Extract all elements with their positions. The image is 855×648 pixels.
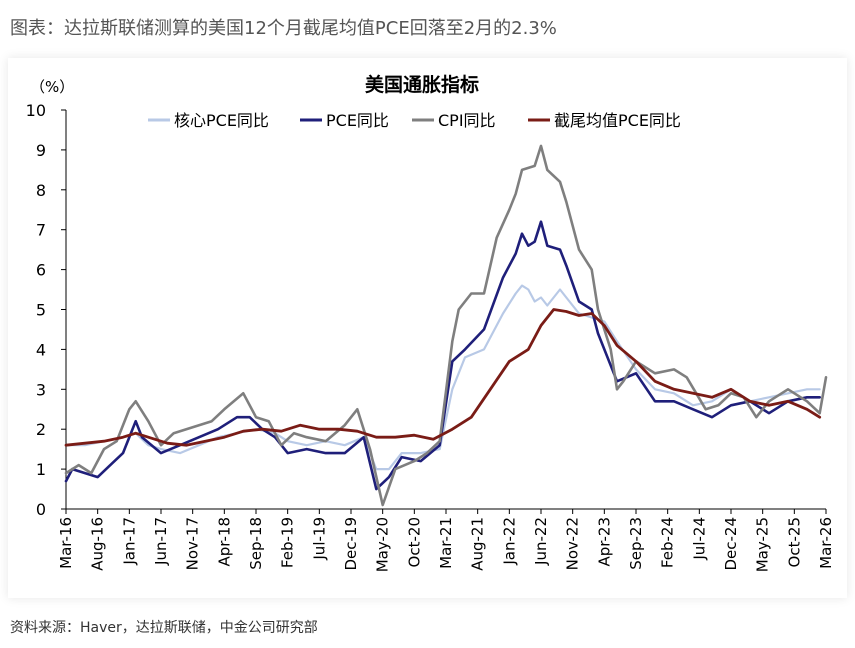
y-tick-label: 9 — [36, 141, 46, 160]
x-tick-label: May-20 — [374, 517, 392, 572]
x-tick-label: Apr-18 — [215, 517, 233, 567]
x-tick-label: Dec-24 — [722, 517, 740, 571]
x-tick-label: Jan-17 — [120, 517, 138, 566]
source-note: 资料来源：Haver，达拉斯联储，中金公司研究部 — [10, 620, 318, 636]
series-line-2 — [64, 144, 828, 507]
x-tick-label: Dec-19 — [342, 517, 360, 571]
y-axis-unit-label: （%） — [30, 78, 74, 96]
x-tick-label: Nov-17 — [184, 517, 202, 570]
y-tick-label: 1 — [36, 460, 46, 479]
x-tick-label: Apr-23 — [595, 517, 613, 567]
x-tick-label: Jul-19 — [310, 517, 328, 561]
x-tick-label: Oct-25 — [785, 517, 803, 567]
x-tick-label: Aug-21 — [469, 517, 487, 571]
y-tick-label: 7 — [36, 221, 46, 240]
y-tick-label: 5 — [36, 301, 46, 320]
y-tick-label: 3 — [36, 380, 46, 399]
legend-label-1: PCE同比 — [326, 111, 389, 130]
x-tick-label: Jul-24 — [690, 517, 708, 561]
x-tick-label: Sep-23 — [627, 517, 645, 570]
x-tick-label: Oct-20 — [405, 517, 423, 567]
y-tick-label: 6 — [36, 261, 46, 280]
y-tick-label: 0 — [36, 500, 46, 519]
x-tick-label: Feb-24 — [659, 517, 677, 568]
legend: 核心PCE同比 PCE同比 CPI同比 截尾均值PCE同比 — [148, 111, 681, 130]
chart-card: 美国通胀指标 （%） 核心PCE同比 PCE同比 CPI同比 截尾均值PCE同比 0 1… — [8, 58, 847, 598]
x-tick-label: Nov-22 — [564, 517, 582, 570]
x-tick-label: Mar-26 — [817, 517, 835, 569]
x-tick-label: Jan-22 — [500, 517, 518, 566]
x-tick-label: Jun-22 — [532, 517, 550, 566]
y-tick-label: 2 — [36, 420, 46, 439]
x-tick-label: Feb-19 — [279, 517, 297, 568]
series-line-0 — [64, 284, 821, 471]
y-tick-label: 4 — [36, 340, 46, 359]
y-tick-label: 10 — [26, 101, 46, 120]
x-tick-label: Mar-21 — [437, 517, 455, 569]
series-layer — [64, 144, 828, 507]
x-tick-label: Jun-17 — [152, 517, 170, 566]
chart-title: 美国通胀指标 — [365, 73, 479, 96]
legend-label-2: CPI同比 — [438, 111, 496, 130]
axes: 0 1 2 3 4 5 6 7 8 9 10 Mar-16 Aug-16 Jan-17 Jun-17 Nov-… — [26, 101, 835, 572]
series-line-3 — [64, 308, 822, 447]
y-tick-label: 8 — [36, 181, 46, 200]
legend-label-0: 核心PCE同比 — [174, 111, 269, 130]
series-line-1 — [64, 220, 821, 491]
legend-label-3: 截尾均值PCE同比 — [554, 111, 681, 130]
x-tick-label: Sep-18 — [247, 517, 265, 570]
figure-caption: 图表：达拉斯联储测算的美国12个月截尾均值PCE回落至2月的2.3% — [10, 18, 557, 39]
line-chart: 美国通胀指标 （%） 核心PCE同比 PCE同比 CPI同比 截尾均值PCE同比 0 1… — [26, 73, 835, 572]
x-tick-label: Aug-16 — [89, 517, 107, 571]
x-tick-label: May-25 — [754, 517, 772, 572]
x-tick-label: Mar-16 — [57, 517, 75, 569]
